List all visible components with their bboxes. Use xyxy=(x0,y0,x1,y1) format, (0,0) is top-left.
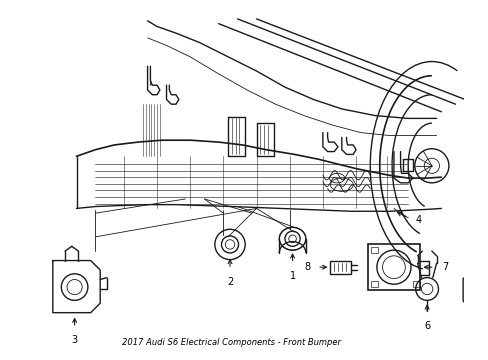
Text: 6: 6 xyxy=(423,321,429,331)
Bar xyxy=(367,244,420,290)
Text: 7: 7 xyxy=(441,262,447,272)
Text: 2017 Audi S6 Electrical Components - Front Bumper: 2017 Audi S6 Electrical Components - Fro… xyxy=(122,338,341,347)
Bar xyxy=(412,282,419,287)
Bar xyxy=(469,283,488,297)
Text: 8: 8 xyxy=(304,262,310,272)
Text: 1: 1 xyxy=(289,271,295,281)
Text: 4: 4 xyxy=(415,215,421,225)
Bar xyxy=(370,247,377,253)
Bar xyxy=(370,282,377,287)
Text: 2: 2 xyxy=(226,276,233,287)
Bar xyxy=(330,261,350,274)
Text: 3: 3 xyxy=(71,336,78,345)
